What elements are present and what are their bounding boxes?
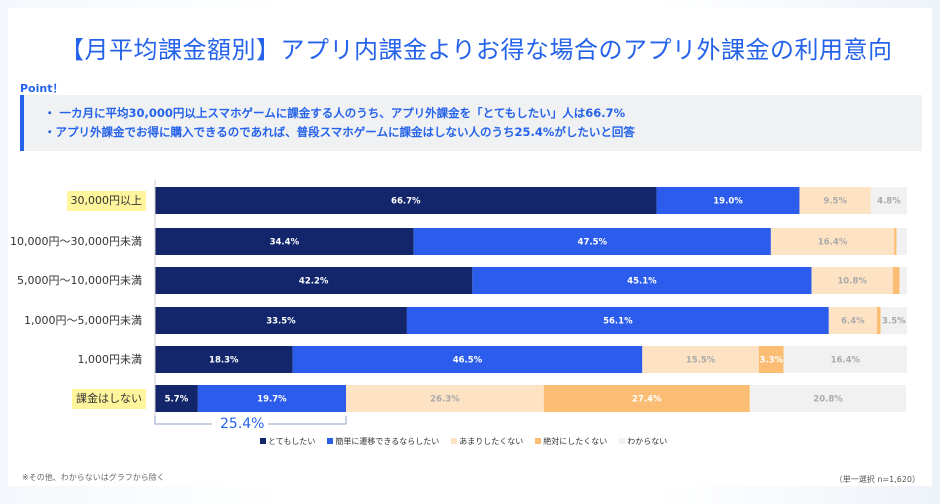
bar-segment xyxy=(155,385,198,412)
data-label: 18.3% xyxy=(209,356,239,366)
legend-item: わからない xyxy=(619,436,667,447)
data-label: 33.5% xyxy=(266,317,296,327)
data-label: 16.4% xyxy=(818,238,848,248)
legend-swatch xyxy=(327,438,334,444)
category-label: 10,000円～30,000円未満 xyxy=(10,234,142,248)
bar-segment xyxy=(197,385,347,412)
bar-segment xyxy=(783,346,907,373)
category-label: 1,000円未満 xyxy=(77,352,143,366)
data-label: 3.3% xyxy=(759,356,783,366)
data-label: 42.2% xyxy=(299,277,329,287)
data-label: 66.7% xyxy=(391,197,421,207)
bar-segment xyxy=(770,228,895,255)
bar-segment xyxy=(892,267,900,294)
point-box: ・ 一カ月に平均30,000円以上スマホゲームに課金する人のうち、アプリ外課金を… xyxy=(20,95,922,151)
category-label: 5,000円～10,000円未満 xyxy=(17,273,142,287)
data-label: 19.0% xyxy=(713,197,743,207)
bar-segment xyxy=(155,267,473,294)
bar-segment xyxy=(413,228,771,255)
data-label: 16.4% xyxy=(831,356,861,366)
bar-segment xyxy=(406,307,829,334)
legend-swatch xyxy=(619,438,626,444)
page-title: 【月平均課金額別】アプリ内課金よりお得な場合のアプリ外課金の利用意向 xyxy=(60,36,893,64)
point-line-2: ・アプリ外課金でお得に購入できるのであれば、普段スマホゲームに課金はしない人のう… xyxy=(44,125,635,139)
legend-item: 簡単に遷移できるならしたい xyxy=(327,436,439,447)
bar-segment xyxy=(758,346,784,373)
footnote: ※その他、わからないはグラフから除く xyxy=(22,473,165,482)
bar-segment xyxy=(876,307,881,334)
bar-segment xyxy=(899,267,907,294)
bar-segment xyxy=(346,385,544,412)
bar-segment xyxy=(870,187,907,214)
legend-label: 絶対にしたくない xyxy=(543,437,608,446)
data-label: 20.8% xyxy=(813,395,843,405)
bar-segment xyxy=(155,307,407,334)
data-label: 9.5% xyxy=(823,197,847,207)
bar-segment xyxy=(155,187,657,214)
sample-note: （単一選択 n=1,620） xyxy=(834,475,920,484)
bar-segment xyxy=(880,307,907,334)
bar-segment xyxy=(543,385,750,412)
bar-segment xyxy=(799,187,871,214)
legend-label: わからない xyxy=(627,437,668,446)
legend-item: 絶対にしたくない xyxy=(535,436,607,447)
legend-item: あまりしたくない xyxy=(451,436,523,447)
data-label: 47.5% xyxy=(578,238,608,248)
data-label: 34.4% xyxy=(270,238,300,248)
bar-segment xyxy=(896,228,907,255)
bar-segment xyxy=(472,267,812,294)
legend: とてもしたい 簡単に遷移できるならしたい あまりしたくない 絶対にしたくない わからない xyxy=(260,436,667,447)
data-label: 15.5% xyxy=(686,356,716,366)
bracket xyxy=(154,416,347,425)
bar-segment xyxy=(155,346,293,373)
bar-segment xyxy=(894,228,897,255)
legend-label: あまりしたくない xyxy=(459,437,524,446)
data-label: 6.4% xyxy=(841,317,865,327)
bar-segment xyxy=(828,307,877,334)
point-line-1: ・ 一カ月に平均30,000円以上スマホゲームに課金する人のうち、アプリ外課金を… xyxy=(44,106,626,120)
data-label: 56.1% xyxy=(603,317,633,327)
legend-item: とてもしたい xyxy=(260,436,315,447)
data-label: 45.1% xyxy=(627,277,657,287)
annotation-sum: 25.4% xyxy=(220,416,265,432)
bar-segment xyxy=(642,346,759,373)
data-label: 10.8% xyxy=(837,277,867,287)
legend-swatch xyxy=(260,438,266,444)
bar-segment xyxy=(749,385,907,412)
data-label: 27.4% xyxy=(632,395,662,405)
category-label: 30,000円以上 xyxy=(66,190,146,211)
category-label: 1,000円～5,000円未満 xyxy=(24,313,142,327)
point-label: Point！ xyxy=(20,82,64,95)
bar-segment xyxy=(155,228,414,255)
bar-segment xyxy=(811,267,893,294)
data-label: 4.8% xyxy=(877,197,901,207)
data-label: 5.7% xyxy=(165,395,189,405)
legend-label: 簡単に遷移できるならしたい xyxy=(335,437,440,446)
data-label: 3.5% xyxy=(882,317,906,327)
category-label: 課金はしない xyxy=(72,388,146,409)
legend-swatch xyxy=(535,438,542,444)
bar-segment xyxy=(292,346,643,373)
data-label: 46.5% xyxy=(453,356,483,366)
data-label: 26.3% xyxy=(430,395,460,405)
legend-swatch xyxy=(451,438,458,444)
data-label: 19.7% xyxy=(257,395,287,405)
legend-label: とてもしたい xyxy=(268,437,316,446)
bar-segment xyxy=(656,187,800,214)
